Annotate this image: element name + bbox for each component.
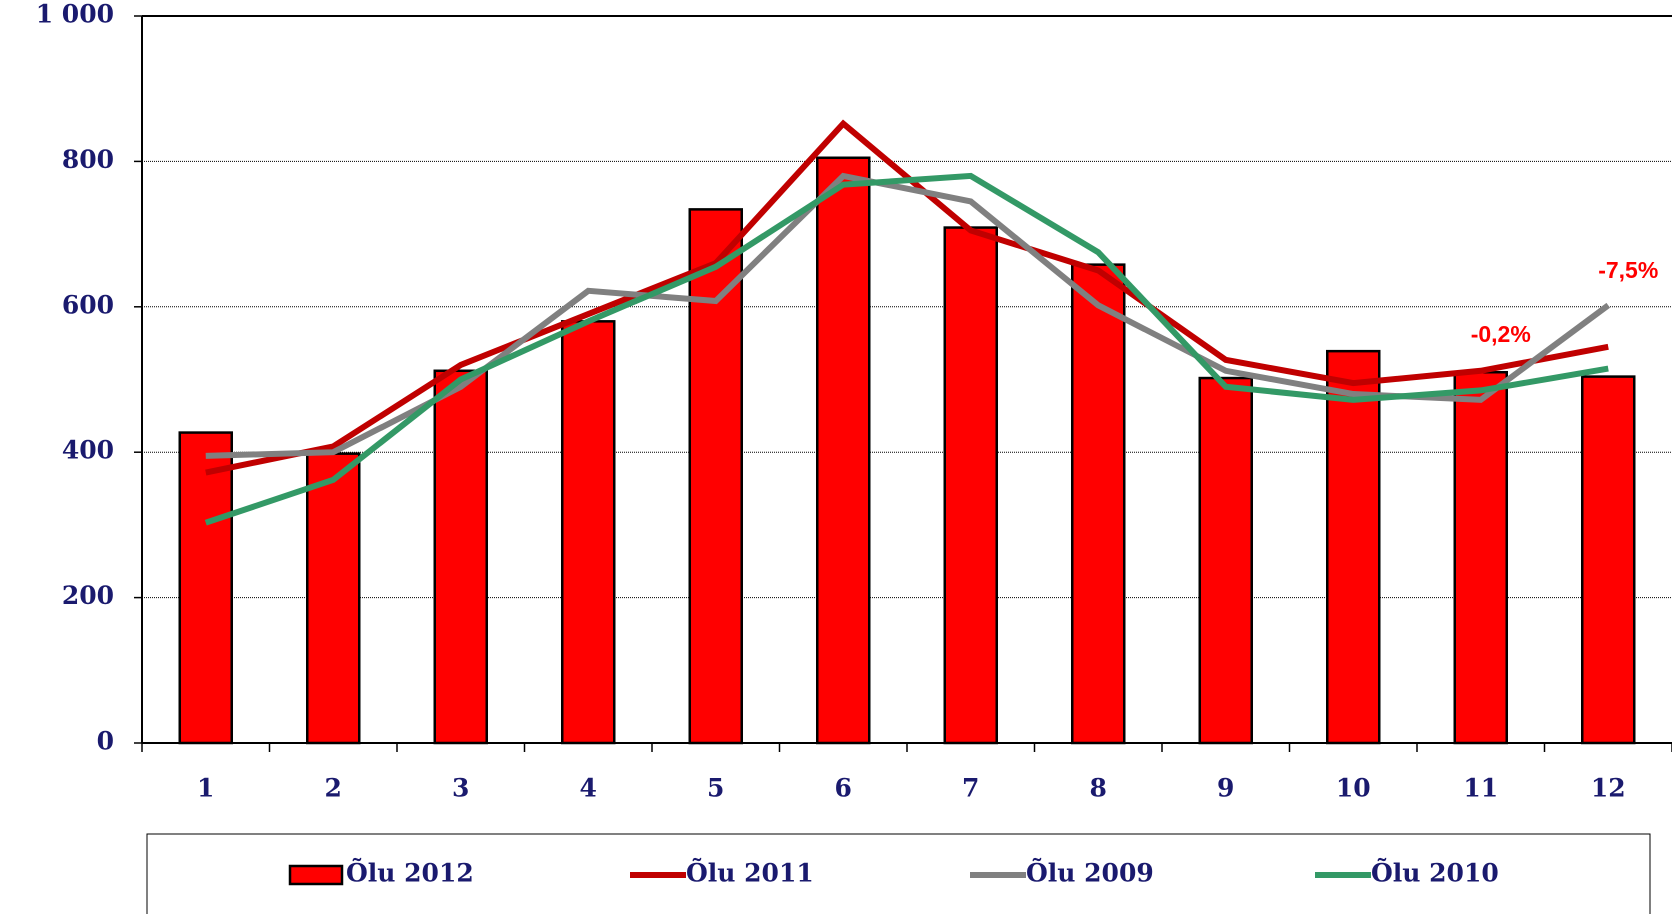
annotation: -7,5% (1598, 257, 1658, 283)
x-tick-label: 11 (1463, 774, 1498, 803)
x-tick-label: 2 (325, 774, 342, 803)
y-tick-label: 400 (62, 436, 114, 465)
bar (1198, 376, 1253, 745)
bar (1326, 349, 1381, 745)
bar (178, 431, 233, 745)
y-tick-label: 1 000 (36, 0, 114, 29)
x-tick-label: 12 (1591, 774, 1626, 803)
y-tick-label: 0 (97, 727, 114, 756)
line (205, 119, 1609, 476)
legend-label: Õlu 2011 (686, 859, 814, 888)
y-tick-label: 200 (62, 581, 114, 610)
y-tick-label: 800 (62, 145, 114, 174)
x-tick-label: 5 (707, 774, 724, 803)
x-tick-label: 1 (197, 774, 214, 803)
bar (561, 320, 616, 745)
bar (1071, 263, 1126, 745)
line (204, 172, 1609, 526)
legend-swatch (288, 864, 344, 886)
bar (943, 226, 998, 745)
legend-label: Õlu 2012 (346, 859, 474, 888)
x-tick-label: 7 (962, 774, 979, 803)
legend-label: Õlu 2010 (1371, 859, 1499, 888)
bar (816, 156, 871, 745)
legend-box (146, 833, 1651, 914)
annotation: -0,2% (1471, 321, 1531, 347)
x-tick-label: 6 (835, 774, 852, 803)
bar (1453, 370, 1508, 745)
bar (688, 208, 743, 745)
x-tick-label: 3 (452, 774, 469, 803)
bar (433, 369, 488, 745)
x-tick-label: 10 (1336, 774, 1371, 803)
bar (1581, 375, 1636, 745)
bar (306, 452, 361, 745)
x-tick-label: 4 (580, 774, 597, 803)
legend-label: Õlu 2009 (1026, 859, 1154, 888)
x-tick-label: 8 (1090, 774, 1107, 803)
y-tick-label: 600 (62, 290, 114, 319)
x-tick-label: 9 (1217, 774, 1234, 803)
